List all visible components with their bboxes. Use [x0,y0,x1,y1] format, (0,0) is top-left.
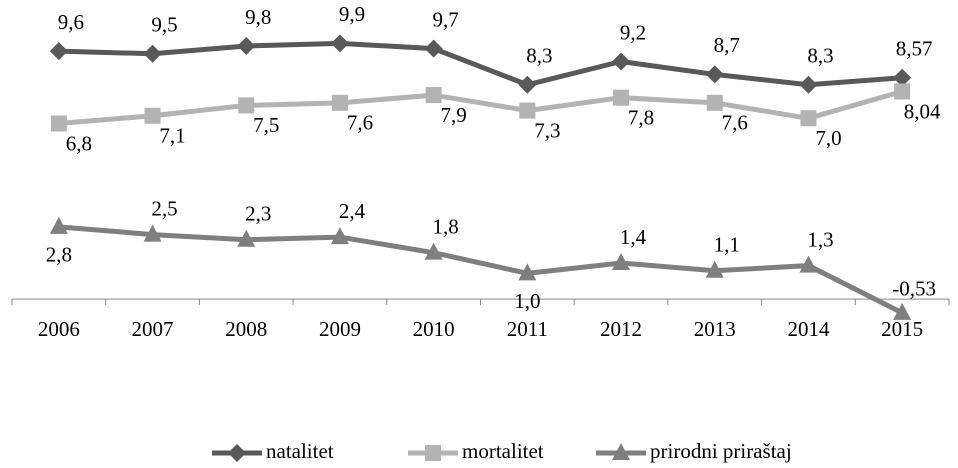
data-point [799,255,818,273]
data-point [799,75,818,94]
data-point [518,75,537,94]
data-point [330,227,349,245]
data-point [705,65,724,84]
data-label: 9,9 [339,2,365,26]
data-point [894,83,911,100]
data-label: 1,1 [714,233,740,257]
x-tick-label: 2009 [319,317,361,341]
data-point [50,115,67,132]
data-point [613,89,630,106]
data-label: 7,1 [159,124,185,148]
data-label: 6,8 [66,131,92,155]
legend-marker [425,445,441,461]
data-label: 9,7 [433,7,459,31]
data-point [612,253,631,270]
data-point [893,68,912,87]
legend-label: mortalitet [462,439,544,463]
data-label: 8,3 [526,44,552,68]
legend-marker [228,444,246,462]
data-label: 7,9 [441,103,467,127]
data-label: 1,4 [620,225,647,249]
x-tick-label: 2007 [132,317,174,341]
data-point [424,39,443,58]
data-point [893,302,912,320]
data-point [237,37,256,55]
data-point [612,52,631,71]
data-point [800,110,817,127]
data-point [143,44,162,63]
x-tick-label: 2006 [38,317,80,341]
data-label: 8,7 [714,33,740,57]
data-label: -0,53 [892,277,936,301]
data-label: 7,8 [628,105,654,129]
data-point [49,216,68,234]
series-line [58,40,903,88]
data-label: 9,6 [58,10,84,34]
data-label: 1,8 [433,214,459,238]
data-label: 7,3 [534,118,560,142]
data-label: 7,0 [815,126,841,150]
data-point [49,42,68,61]
data-point [237,229,256,247]
data-point [238,97,255,114]
data-point [706,94,723,111]
x-tick-label: 2014 [787,317,830,341]
x-tick-label: 2012 [600,317,642,341]
data-label: 2,3 [245,202,271,226]
data-point [425,87,442,104]
data-label: 7,6 [347,111,373,135]
data-label: 2,5 [151,196,177,220]
data-point [519,102,536,119]
data-point [144,107,161,124]
data-label: 7,5 [253,113,279,137]
series-line [58,89,903,126]
data-label: 2,8 [46,243,72,267]
data-label: 8,3 [807,44,833,68]
data-label: 9,2 [620,20,646,44]
data-point [424,242,443,260]
data-label: 9,8 [245,5,271,29]
data-label: 9,5 [151,13,177,37]
data-point [331,94,348,111]
data-point [705,260,724,278]
x-tick-label: 2011 [507,317,548,341]
data-point [143,224,162,242]
data-label: 1,0 [514,289,540,313]
x-tick-label: 2008 [225,317,267,341]
legend-label: prirodni priraštaj [650,439,792,463]
data-point [518,263,537,281]
data-label: 8,04 [904,99,941,123]
legend-marker [612,443,630,460]
series-line [58,224,904,316]
data-label: 1,3 [807,227,833,251]
x-tick-label: 2010 [413,317,455,341]
data-label: 2,4 [339,199,366,223]
legend-label: natalitet [266,439,334,463]
data-label: 7,6 [722,111,748,135]
data-point [330,34,349,53]
data-label: 8,57 [896,37,933,61]
x-tick-label: 2013 [694,317,736,341]
x-tick-label: 2015 [881,317,923,341]
